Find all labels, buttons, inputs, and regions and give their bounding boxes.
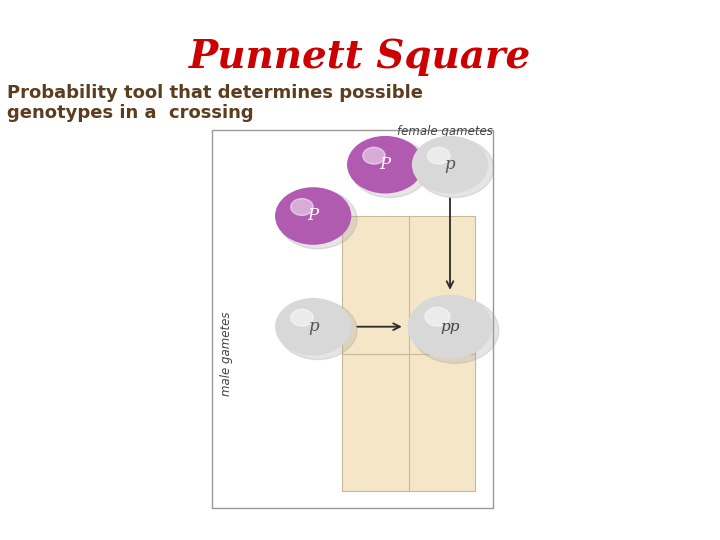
Text: P: P	[379, 156, 391, 173]
Circle shape	[291, 309, 313, 326]
Circle shape	[413, 137, 487, 193]
Circle shape	[363, 147, 385, 164]
Circle shape	[408, 295, 492, 358]
Ellipse shape	[411, 298, 499, 363]
Circle shape	[348, 137, 423, 193]
Text: female gametes: female gametes	[397, 125, 493, 138]
Circle shape	[428, 147, 450, 164]
Ellipse shape	[279, 190, 357, 249]
Text: Punnett Square: Punnett Square	[189, 38, 531, 76]
Text: male gametes: male gametes	[220, 312, 233, 396]
Text: pp: pp	[440, 320, 460, 334]
Circle shape	[276, 188, 351, 244]
Bar	[342, 216, 475, 491]
Bar	[212, 130, 493, 508]
Text: P: P	[307, 207, 319, 225]
Text: Probability tool that determines possible
genotypes in a  crossing: Probability tool that determines possibl…	[7, 84, 423, 123]
Circle shape	[291, 199, 313, 215]
Circle shape	[425, 307, 450, 326]
Text: p: p	[308, 318, 318, 335]
Ellipse shape	[351, 139, 429, 198]
Ellipse shape	[415, 139, 494, 198]
Circle shape	[276, 299, 351, 355]
Ellipse shape	[279, 301, 357, 360]
Text: p: p	[445, 156, 455, 173]
